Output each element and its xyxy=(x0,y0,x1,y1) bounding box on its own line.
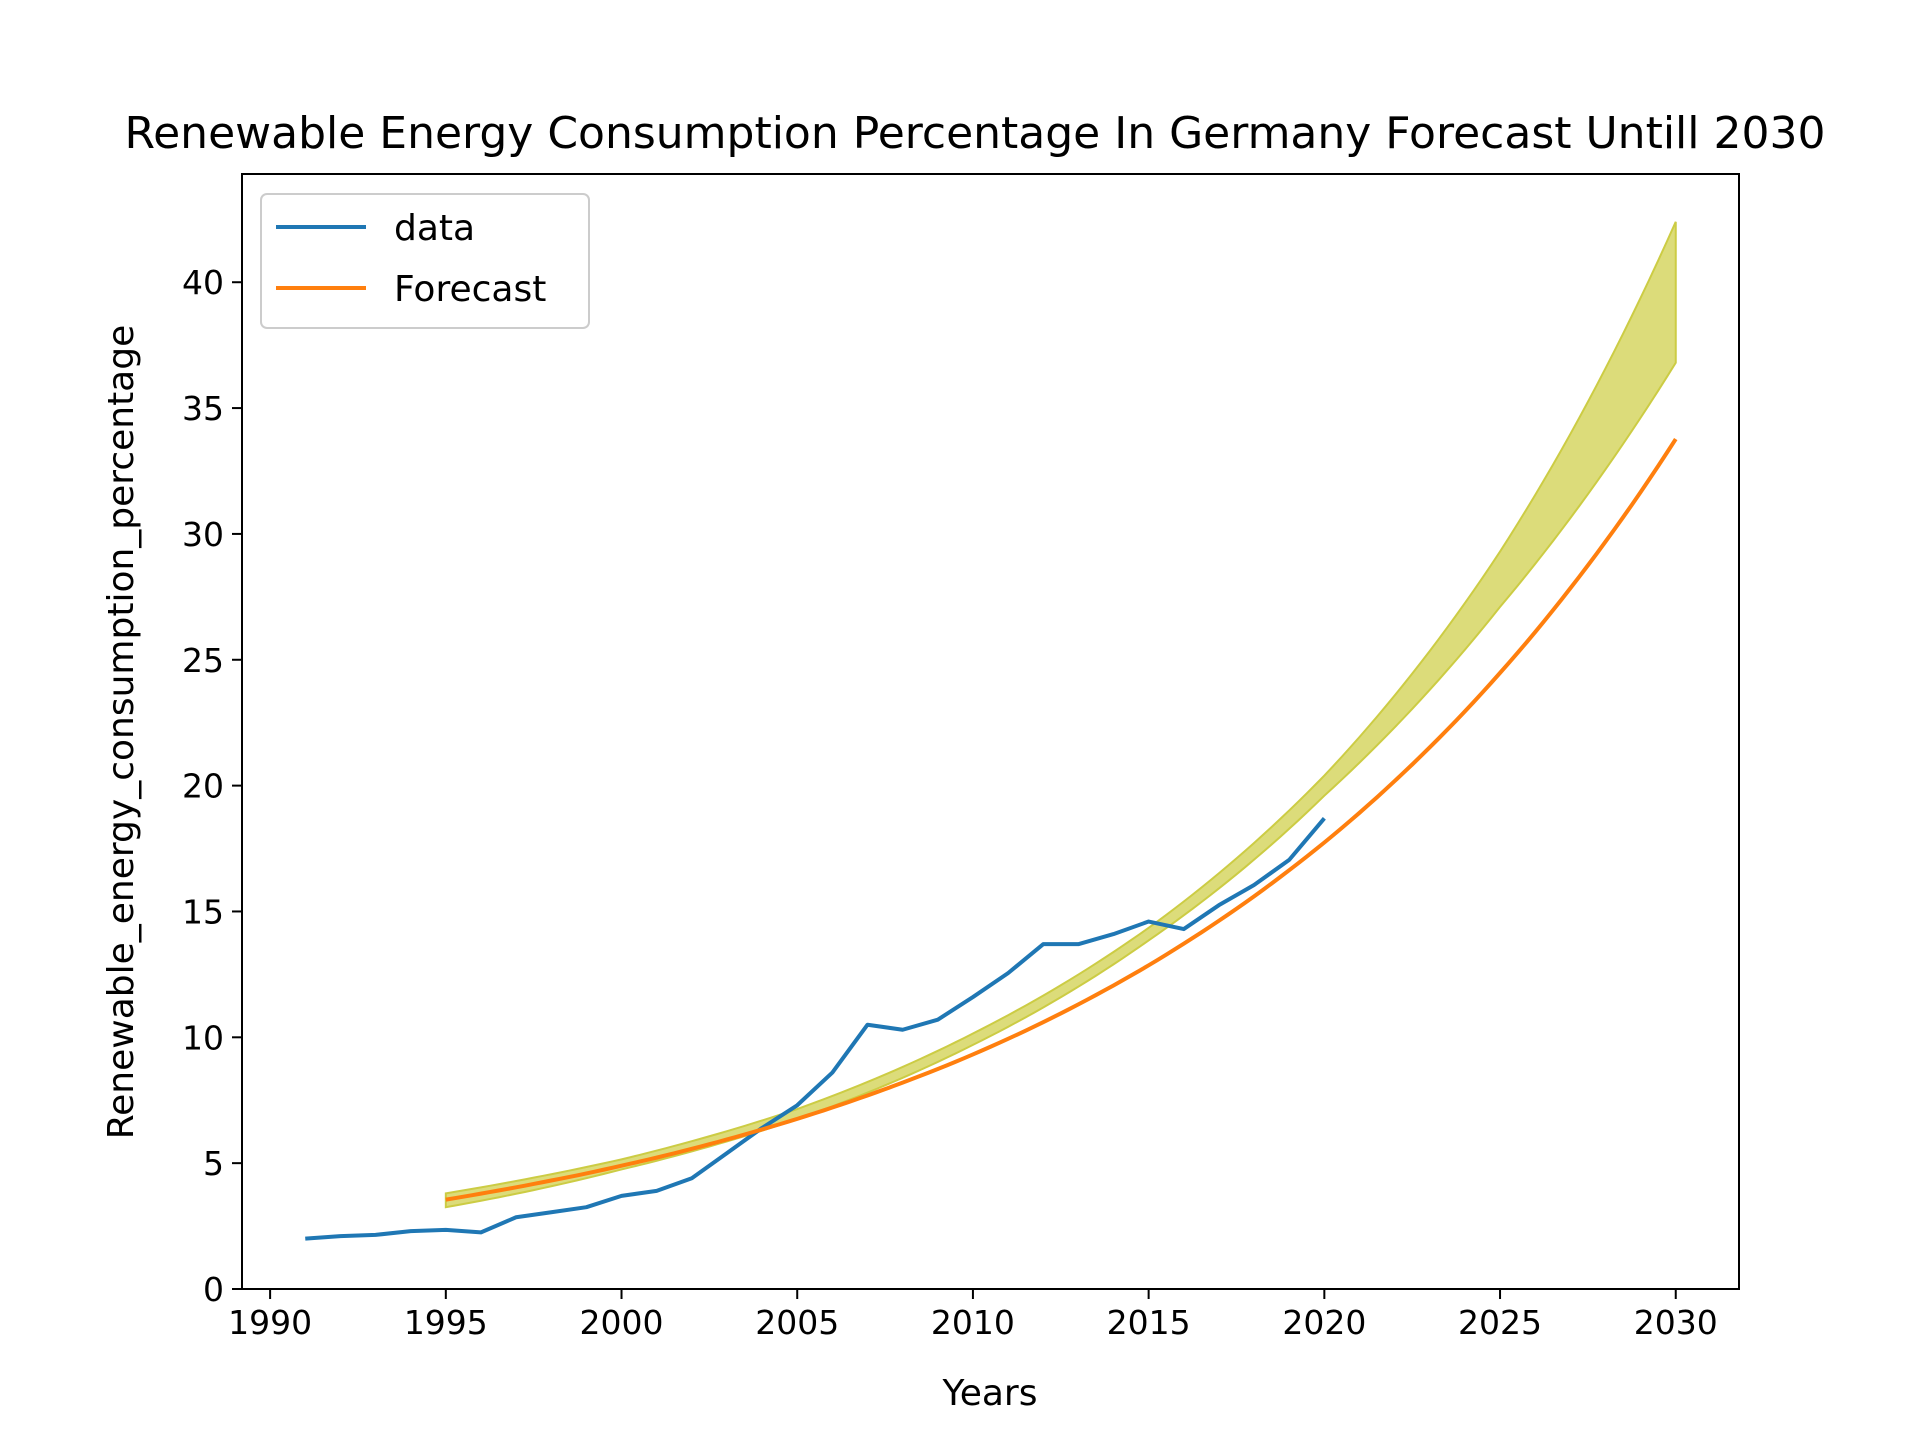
legend-label-data: data xyxy=(394,208,475,249)
x-tick-label: 2010 xyxy=(931,1303,1015,1342)
x-tick-label: 1995 xyxy=(404,1303,488,1342)
x-tick-label: 2030 xyxy=(1634,1303,1718,1342)
x-axis-label: Years xyxy=(942,1373,1038,1414)
x-tick-label: 2000 xyxy=(580,1303,664,1342)
series-line-forecast xyxy=(445,437,1678,1202)
confidence-band-layer xyxy=(444,221,1677,1209)
confidence-band xyxy=(444,221,1677,1209)
y-tick-label: 30 xyxy=(182,515,224,554)
chart-title: Renewable Energy Consumption Percentage … xyxy=(125,108,1826,159)
series-layer xyxy=(305,437,1678,1241)
y-axis-label: Renewable_energy_consumption_percentage xyxy=(101,325,142,1139)
x-tick-label: 1990 xyxy=(228,1303,312,1342)
y-tick-label: 0 xyxy=(203,1270,224,1309)
y-tick-label: 5 xyxy=(203,1144,224,1183)
legend: data Forecast xyxy=(260,193,590,329)
x-tick-label: 2005 xyxy=(755,1303,839,1342)
y-tick-label: 20 xyxy=(182,767,224,806)
y-tick-label: 25 xyxy=(182,641,224,680)
series-line-data xyxy=(305,817,1326,1241)
y-tick-label: 40 xyxy=(182,263,224,302)
y-tick-label: 15 xyxy=(182,892,224,931)
plot-frame xyxy=(241,173,1740,1290)
x-tick-label: 2015 xyxy=(1107,1303,1191,1342)
y-axis: 0 5 10 15 20 25 30 35 40 xyxy=(182,263,242,1309)
x-tick-label: 2025 xyxy=(1458,1303,1542,1342)
x-tick-label: 2020 xyxy=(1282,1303,1366,1342)
y-tick-label: 10 xyxy=(182,1018,224,1057)
y-tick-label: 35 xyxy=(182,389,224,428)
legend-label-forecast: Forecast xyxy=(394,269,546,310)
x-axis: 1990 1995 2000 2005 2010 2015 2020 2025 2030 xyxy=(228,1289,1718,1342)
